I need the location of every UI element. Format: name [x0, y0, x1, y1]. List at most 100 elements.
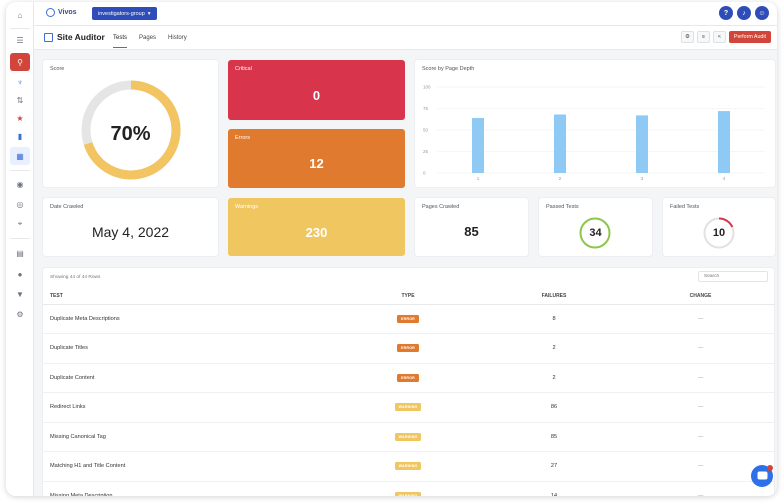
depth-bar[interactable]	[554, 114, 566, 173]
column-change[interactable]: CHANGE	[627, 289, 774, 305]
column-test[interactable]: TEST	[43, 289, 335, 305]
test-name[interactable]: Matching H1 and Title Content	[43, 451, 335, 482]
perform-audit-button[interactable]: Perform Audit	[728, 31, 771, 43]
failures-cell: 86	[481, 392, 627, 423]
test-name[interactable]: Duplicate Titles	[43, 333, 335, 364]
table-row[interactable]: Redirect Links WARNING 86—	[43, 392, 774, 423]
errors-label: Errors	[235, 135, 250, 141]
type-cell: WARNING	[335, 481, 481, 496]
change-cell: —	[627, 422, 774, 452]
errors-value: 12	[309, 156, 324, 171]
depth-chart-card: Score by Page Depth 100 75 50 25 0 1 2 3 4	[415, 60, 775, 187]
document-icon[interactable]: ▤	[16, 248, 24, 258]
globe-icon[interactable]: ◉	[16, 179, 24, 189]
test-name[interactable]: Duplicate Content	[43, 363, 335, 393]
row-count: Showing 44 of 44 Rows	[50, 275, 101, 280]
brand-logo-icon	[46, 8, 55, 17]
grid-icon[interactable]: ☰	[16, 35, 24, 45]
column-type[interactable]: TYPE	[335, 289, 481, 305]
tab-history[interactable]: History	[168, 35, 187, 41]
location-icon[interactable]: ⌖	[17, 219, 23, 228]
rail-divider	[10, 238, 30, 239]
failures-cell: 8	[481, 304, 627, 334]
help-icon[interactable]: ?	[719, 6, 733, 20]
passed-tests-card[interactable]: Passed Tests 34	[539, 198, 652, 256]
change-cell: —	[627, 451, 774, 482]
type-cell: WARNING	[335, 392, 481, 423]
table-row[interactable]: Missing Canonical Tag WARNING 85—	[43, 422, 774, 452]
tab-bar: Tests Pages History	[113, 35, 187, 48]
failed-tests-card[interactable]: Failed Tests 10	[663, 198, 775, 256]
funnel-icon[interactable]: ▼	[16, 289, 24, 299]
tests-table: TEST TYPE FAILURES CHANGE Duplicate Meta…	[43, 289, 774, 496]
star-icon[interactable]: ★	[16, 113, 24, 123]
user-icon[interactable]: ●	[17, 269, 23, 279]
table-row[interactable]: Missing Meta Description WARNING 14—	[43, 481, 774, 496]
depth-bar[interactable]	[718, 111, 730, 173]
share-icon[interactable]: <	[712, 31, 726, 43]
top-bar: Vivos investigators-group ▾ ? ♪ ☺	[34, 2, 777, 26]
settings-icon[interactable]: ⚙	[680, 31, 694, 43]
target-icon[interactable]: ◎	[16, 199, 24, 209]
date-crawled-value: May 4, 2022	[91, 224, 170, 240]
failures-cell: 14	[481, 481, 627, 496]
table-row[interactable]: Duplicate Content ERROR 2—	[43, 363, 774, 393]
warnings-card[interactable]: Warnings 230	[228, 198, 405, 256]
bell-icon[interactable]: ♪	[737, 6, 751, 20]
passed-tests-label: Passed Tests	[546, 204, 579, 210]
home-icon[interactable]: ⌂	[17, 10, 23, 20]
type-badge: WARNING	[394, 462, 422, 471]
errors-card[interactable]: Errors 12	[228, 129, 405, 188]
depth-bar[interactable]	[472, 117, 484, 173]
header-actions: ⚙ ≡ < Perform Audit	[680, 31, 771, 43]
test-name[interactable]: Missing Canonical Tag	[43, 422, 335, 452]
passed-tests-ring	[579, 217, 611, 249]
tab-pages[interactable]: Pages	[139, 35, 157, 41]
pages-crawled-card: Pages Crawled 85	[415, 198, 528, 256]
type-cell: WARNING	[335, 422, 481, 452]
brand[interactable]: Vivos	[46, 8, 77, 17]
critical-label: Critical	[235, 66, 252, 72]
table-row[interactable]: Matching H1 and Title Content WARNING 27—	[43, 451, 774, 482]
y-tick-label: 100	[423, 85, 431, 90]
site-auditor-icon[interactable]: ▦	[10, 147, 30, 165]
type-cell: ERROR	[335, 333, 481, 364]
depth-bar[interactable]	[636, 115, 648, 173]
change-cell: —	[627, 363, 774, 393]
list-icon[interactable]: ≡	[696, 31, 710, 43]
score-value: 70%	[110, 123, 151, 145]
page-title: Site Auditor	[44, 32, 105, 42]
type-cell: WARNING	[335, 451, 481, 482]
tab-tests[interactable]: Tests	[113, 35, 128, 48]
trophy-icon[interactable]: ♆	[17, 77, 23, 87]
test-name[interactable]: Redirect Links	[43, 392, 335, 423]
ranking-icon[interactable]: ⇅	[16, 95, 24, 105]
change-cell: —	[627, 481, 774, 496]
y-tick-label: 50	[423, 128, 429, 133]
tests-table-card: Showing 44 of 44 Rows TEST TYPE FAILURES…	[43, 268, 774, 496]
group-selector-label: investigators-group	[98, 10, 145, 17]
bar-chart-icon[interactable]: ▮	[17, 131, 23, 141]
y-tick-label: 75	[423, 106, 429, 111]
column-failures[interactable]: FAILURES	[481, 289, 627, 305]
test-name[interactable]: Missing Meta Description	[43, 481, 335, 496]
gear-icon[interactable]: ⚙	[16, 309, 24, 319]
profile-icon[interactable]: ☺	[755, 6, 769, 20]
critical-card[interactable]: Critical 0	[228, 60, 405, 120]
table-row[interactable]: Duplicate Meta Descriptions ERROR 8—	[43, 304, 774, 334]
table-header-row: TEST TYPE FAILURES CHANGE	[43, 289, 774, 305]
table-row[interactable]: Duplicate Titles ERROR 2—	[43, 333, 774, 364]
type-badge: ERROR	[397, 373, 419, 382]
date-crawled-card: Date Crawled May 4, 2022	[43, 198, 218, 256]
search-icon[interactable]: ⚲	[10, 53, 30, 71]
search-input[interactable]	[698, 271, 768, 282]
type-badge: WARNING	[394, 491, 422, 496]
warnings-label: Warnings	[235, 204, 259, 210]
chat-button[interactable]	[751, 465, 773, 487]
group-selector[interactable]: investigators-group ▾	[92, 7, 157, 20]
score-label: Score	[50, 66, 65, 72]
change-cell: —	[627, 392, 774, 423]
type-cell: ERROR	[335, 304, 481, 334]
score-card: Score 70%	[43, 60, 218, 187]
test-name[interactable]: Duplicate Meta Descriptions	[43, 304, 335, 334]
